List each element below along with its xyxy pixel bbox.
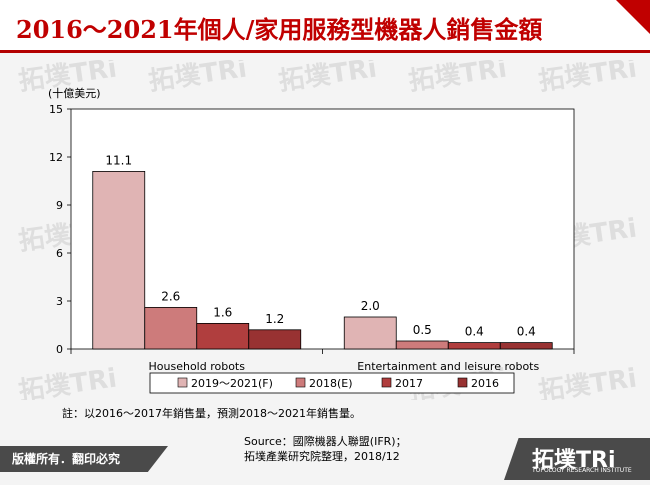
- legend-label: 2016: [471, 377, 499, 390]
- legend-label: 2018(E): [309, 377, 353, 390]
- watermark-text: 拓墣TRi: [537, 60, 639, 97]
- source-text: Source：國際機器人聯盟(IFR)； 拓墣產業研究院整理，2018/12: [244, 434, 407, 464]
- logo: 拓墣TRi: [532, 448, 616, 473]
- bar: [499, 342, 553, 350]
- title-bar: 2016～2021年個人/家用服務型機器人銷售金額: [0, 0, 650, 50]
- footnote: 註：以2016～2017年銷售量，預測2018～2021年銷售量。: [62, 407, 361, 420]
- data-label: 2.6: [161, 289, 180, 303]
- title-rule: [0, 50, 650, 53]
- legend-label: 2017: [395, 377, 423, 390]
- legend-swatch: [295, 377, 306, 388]
- data-label: 0.4: [465, 325, 484, 339]
- bar: [92, 171, 146, 350]
- data-label: 0.5: [413, 323, 432, 337]
- x-category-label: Household robots: [149, 360, 246, 373]
- source-line-1: Source：國際機器人聯盟(IFR)；: [244, 435, 407, 448]
- bar: [395, 340, 449, 350]
- legend-swatch: [381, 377, 392, 388]
- y-axis-label: (十億美元): [48, 86, 101, 100]
- source-line-2: 拓墣產業研究院整理，2018/12: [244, 450, 400, 463]
- y-tick-label: 9: [56, 199, 63, 212]
- y-tick-label: 6: [56, 247, 63, 260]
- y-tick-label: 3: [56, 295, 63, 308]
- logo-subtitle: TOPOLOGY RESEARCH INSTITUTE: [532, 467, 632, 474]
- bar: [144, 306, 198, 350]
- y-tick-label: 0: [56, 343, 63, 356]
- data-label: 1.2: [265, 312, 284, 326]
- logo-banner: 拓墣TRi TOPOLOGY RESEARCH INSTITUTE: [504, 438, 650, 480]
- data-label: 2.0: [361, 299, 380, 313]
- y-tick-label: 12: [49, 151, 63, 164]
- bar: [248, 329, 302, 350]
- data-label: 0.4: [517, 325, 536, 339]
- watermark-text: 拓墣TRi: [147, 60, 249, 97]
- y-tick-label: 15: [49, 103, 63, 116]
- bar: [343, 316, 397, 350]
- watermark-text: 拓墣TRi: [537, 363, 639, 400]
- watermark-text: 拓墣TRi: [407, 60, 509, 97]
- bar: [196, 322, 250, 350]
- legend-box: [149, 372, 515, 394]
- watermark-text: 拓墣TRi: [277, 60, 379, 97]
- watermark-text: 拓墣TRi: [17, 363, 119, 400]
- copyright-banner: 版權所有．翻印必究: [0, 446, 168, 472]
- data-label: 11.1: [105, 153, 132, 167]
- data-label: 1.6: [213, 305, 232, 319]
- legend-swatch: [457, 377, 468, 388]
- legend-label: 2019～2021(F): [191, 377, 273, 390]
- legend-swatch: [177, 377, 188, 388]
- page-title: 2016～2021年個人/家用服務型機器人銷售金額: [16, 15, 543, 44]
- x-category-label: Entertainment and leisure robots: [357, 360, 539, 373]
- corner-accent: [616, 0, 650, 34]
- bar: [447, 342, 501, 350]
- legend: 2019～2021(F) 2018(E) 2017 2016: [149, 372, 515, 394]
